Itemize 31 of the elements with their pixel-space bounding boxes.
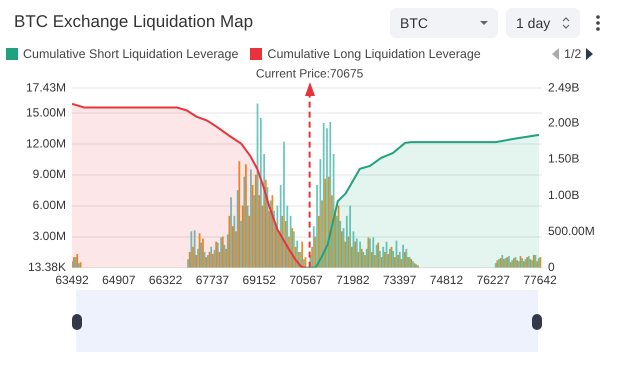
x-tick-label: 74812: [430, 273, 464, 288]
x-tick-label: 69152: [242, 273, 276, 288]
x-tick-label: 73397: [382, 273, 417, 288]
y2-tick-label: 2.49B: [548, 80, 580, 94]
x-tick-label: 67737: [196, 273, 230, 288]
y-tick-label: 6.00M: [32, 198, 66, 212]
y2-tick-label: 2.00B: [548, 116, 580, 130]
text: 1 day: [516, 15, 550, 31]
chart-title: BTC Exchange Liquidation Map: [14, 12, 254, 32]
x-tick-label: 76227: [476, 273, 510, 288]
y-tick-label: 3.00M: [32, 229, 66, 244]
legend-label: Cumulative Short Liquidation Leverage: [23, 47, 238, 61]
x-tick-label: 70567: [289, 273, 324, 288]
x-tick-label: 66322: [148, 273, 183, 288]
x-tick-label: 71982: [336, 273, 370, 288]
y-tick-label: 9.00M: [32, 167, 66, 182]
ref-line-label: Current Price:70675: [256, 66, 364, 80]
y-tick-label: 12.00M: [26, 136, 66, 150]
y2-tick-label: 1.50B: [548, 152, 580, 166]
y2-tick-label: 0: [548, 260, 555, 274]
y-tick-label: 13.38K: [28, 260, 66, 274]
y-tick-label: 17.43M: [26, 80, 66, 94]
legend-label: Cumulative Long Liquidation Leverage: [267, 47, 481, 61]
x-tick-label: 64907: [102, 273, 136, 288]
text: BTC: [400, 15, 428, 31]
y-tick-label: 15.00M: [26, 105, 66, 120]
y2-tick-label: 1.00B: [548, 188, 580, 202]
x-tick-label: 77642: [523, 273, 558, 288]
y2-tick-label: 500.00M: [548, 224, 595, 238]
x-tick-label: 63492: [55, 273, 90, 288]
text: 1/2: [564, 47, 582, 61]
